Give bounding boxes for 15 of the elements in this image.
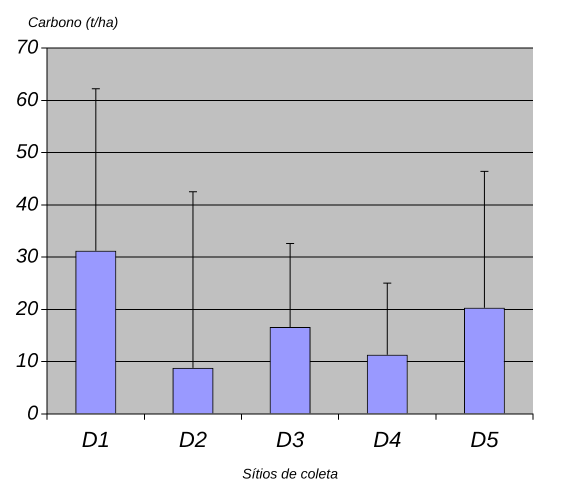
y-tick-label: 0 [27,402,38,424]
x-tick-label: D3 [276,427,305,452]
y-axis-title: Carbono (t/ha) [28,14,118,30]
x-tick-label: D5 [470,427,500,452]
x-tick-label: D1 [82,427,110,452]
y-tick-label: 50 [16,141,38,164]
y-tick-label: 20 [14,298,38,320]
y-tick-label: 30 [16,246,38,268]
y-tick-label: 60 [16,88,38,111]
y-tick-label: 10 [16,350,38,372]
x-tick-label: D2 [178,427,208,452]
y-tick-label: 70 [16,36,38,59]
x-tick-label: D4 [373,427,402,452]
x-axis-title: Sítios de coleta [242,465,338,482]
y-tick-label: 40 [16,193,38,216]
